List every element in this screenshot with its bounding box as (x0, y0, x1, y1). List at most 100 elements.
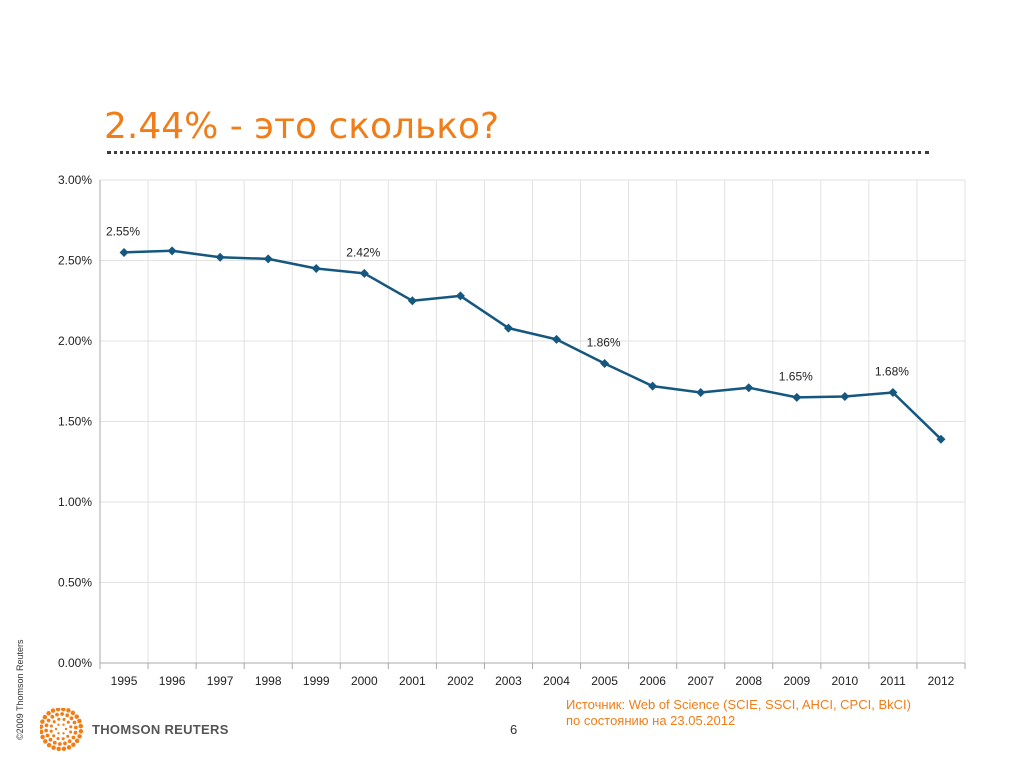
source-line-1: Источник: Web of Science (SCIE, SSCI, AH… (566, 697, 911, 712)
slide-title: 2.44% - это сколько? (104, 106, 500, 147)
logo-dot (48, 737, 53, 742)
data-point-marker (167, 246, 177, 256)
data-point-marker (455, 291, 465, 301)
x-tick-label: 2002 (447, 674, 474, 688)
x-tick-label: 2010 (832, 674, 859, 688)
logo-dot (44, 728, 48, 733)
logo-dot (71, 735, 76, 740)
y-tick-label: 0.00% (58, 656, 92, 670)
logo-dot (45, 733, 50, 738)
logo-dot (67, 739, 72, 744)
y-tick-label: 3.00% (58, 173, 92, 187)
data-point-marker (600, 359, 610, 369)
x-tick-label: 2005 (591, 674, 618, 688)
logo-dot (66, 720, 70, 724)
logo-dot (40, 729, 44, 735)
data-point-marker (215, 252, 225, 262)
logo-dot (64, 727, 68, 731)
data-point-marker (792, 392, 802, 402)
data-point-marker (936, 434, 946, 444)
logo-dot (52, 734, 56, 738)
data-point-marker (503, 323, 513, 333)
logo-dot (40, 724, 44, 729)
logo-dot (73, 730, 78, 735)
data-point-marker (311, 264, 321, 274)
logo-dot (61, 746, 67, 752)
y-tick-label: 1.00% (58, 495, 92, 509)
logo-dot (74, 725, 78, 730)
logo-dot (62, 717, 66, 721)
logo-dot (77, 734, 82, 739)
logo-dot (62, 732, 65, 735)
logo-dot (56, 746, 61, 752)
source-line-2: по состоянию на 23.05.2012 (566, 713, 736, 728)
logo-dot (40, 734, 45, 740)
x-tick-label: 1999 (303, 674, 330, 688)
thomson-reuters-logo: THOMSON REUTERS (40, 708, 230, 752)
logo-dot (77, 718, 82, 724)
logo-dot (46, 718, 51, 723)
y-tick-label: 2.00% (58, 334, 92, 348)
data-label: 1.68% (875, 365, 909, 379)
logo-dot (57, 732, 60, 735)
logo-dot (65, 713, 70, 718)
y-tick-label: 1.50% (58, 415, 92, 429)
logo-dot (63, 741, 67, 746)
logo-dot (49, 729, 53, 733)
copyright-notice: ©2009 Thomson Reuters (15, 639, 25, 740)
logo-dot (78, 723, 84, 729)
logo-dots-icon (40, 708, 84, 752)
logo-dot (72, 720, 77, 725)
data-label: 2.55% (106, 224, 140, 238)
logo-dot (61, 708, 66, 712)
logo-dot (52, 720, 56, 724)
logo-dot (51, 745, 56, 750)
logo-dot (66, 745, 72, 750)
logo-dot (56, 737, 60, 741)
logo-dot (52, 740, 57, 745)
data-point-marker (744, 383, 754, 393)
logo-dot (69, 725, 73, 729)
logo-dot (62, 723, 65, 726)
data-point-marker (840, 392, 850, 402)
data-label: 1.86% (587, 336, 621, 350)
x-tick-label: 2004 (543, 674, 570, 688)
data-point-marker (263, 254, 273, 264)
x-tick-label: 2006 (639, 674, 666, 688)
logo-dot (43, 739, 48, 744)
data-point-marker (407, 296, 417, 306)
logo-dot (55, 708, 61, 712)
title-divider (107, 151, 929, 154)
x-tick-label: 2009 (783, 674, 810, 688)
x-tick-label: 1997 (207, 674, 234, 688)
data-point-marker (888, 388, 898, 398)
logo-dot (69, 730, 73, 734)
page-number: 6 (510, 722, 518, 737)
logo-dot (49, 724, 53, 728)
source-note: Источник: Web of Science (SCIE, SSCI, AH… (566, 697, 911, 729)
logo-dot (66, 734, 70, 738)
data-label: 1.65% (779, 369, 813, 383)
logo-dot (50, 708, 56, 713)
logo-dot (46, 711, 51, 716)
logo-dot (57, 717, 61, 721)
logo-dot (74, 714, 79, 719)
logo-wordmark: THOMSON REUTERS (92, 722, 229, 737)
x-tick-label: 1996 (159, 674, 186, 688)
logo-dot (71, 742, 76, 747)
logo-dot (40, 719, 45, 724)
x-tick-label: 2007 (687, 674, 714, 688)
x-tick-label: 1998 (255, 674, 282, 688)
logo-dot (58, 742, 62, 746)
logo-dot (46, 742, 52, 748)
x-tick-label: 2003 (495, 674, 522, 688)
data-point-marker (552, 334, 562, 344)
x-tick-label: 2008 (735, 674, 762, 688)
data-label: 2.42% (346, 245, 380, 259)
logo-dot (57, 723, 60, 726)
logo-dot (54, 727, 58, 731)
x-tick-label: 2001 (399, 674, 426, 688)
logo-dot (55, 712, 59, 717)
data-point-marker (119, 247, 129, 257)
